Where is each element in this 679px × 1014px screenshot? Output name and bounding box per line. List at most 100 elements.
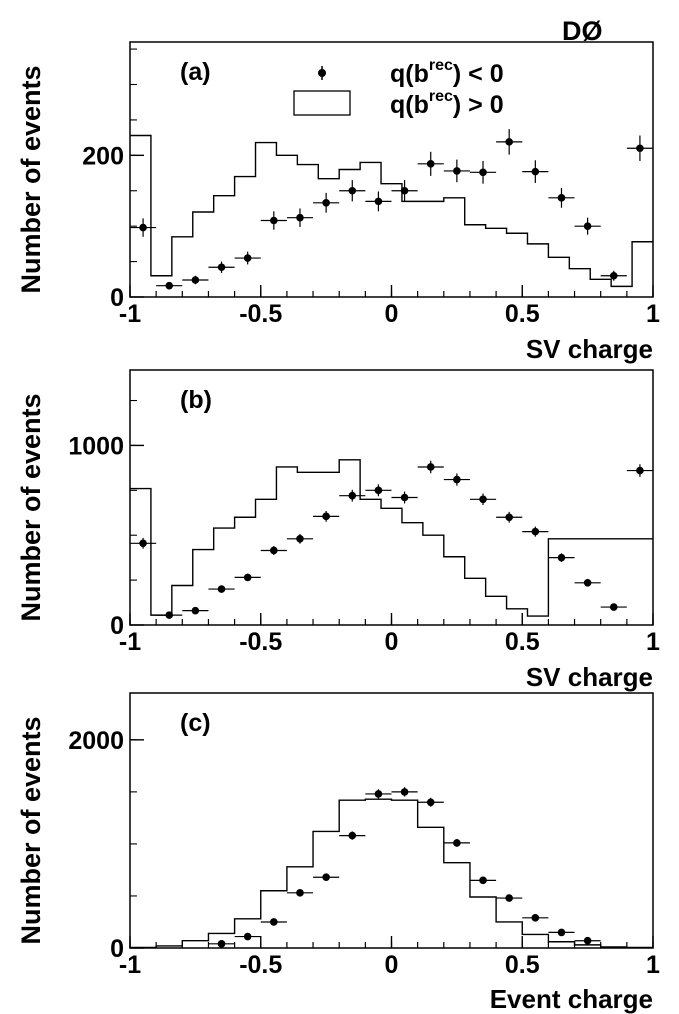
point-marker [139, 223, 147, 232]
point-marker [505, 513, 513, 522]
panel-b: -1 -0.5 0 0.5 1 0 1000 SV charge Number of event… [16, 369, 660, 692]
point-marker [374, 790, 383, 798]
data-point [626, 135, 653, 161]
point-marker [191, 606, 200, 615]
x-tick-label: -1 [119, 951, 141, 979]
y-axis-title: Number of events [16, 65, 46, 293]
point-marker [583, 936, 592, 945]
point-marker [270, 216, 278, 225]
data-point [260, 211, 287, 230]
y-tick-label: 0 [110, 612, 124, 640]
data-point [548, 928, 575, 937]
histogram-series-q-positive [130, 798, 653, 949]
data-point [365, 789, 392, 799]
data-point [234, 573, 261, 582]
point-marker [557, 194, 566, 202]
point-marker [505, 894, 513, 902]
point-marker [322, 198, 330, 207]
data-point [522, 914, 549, 922]
y-tick-label: 1000 [68, 432, 124, 460]
point-marker [426, 160, 435, 168]
point-marker [217, 263, 226, 272]
x-tick-label: -1 [119, 628, 141, 656]
point-marker [453, 167, 461, 175]
data-point [182, 275, 209, 285]
panel-label: (a) [180, 58, 211, 86]
data-point [496, 129, 523, 155]
x-tick-label: 0 [385, 951, 399, 979]
point-marker [322, 512, 330, 521]
point-marker [453, 839, 461, 847]
x-axis-title: SV charge [526, 334, 653, 364]
x-tick-label: -0.5 [239, 951, 282, 979]
histogram-series-q-positive [130, 134, 653, 288]
x-tick-label: -0.5 [239, 628, 282, 656]
point-marker [348, 491, 357, 500]
point-marker [243, 254, 252, 262]
legend-negative-superscript: rec [429, 57, 453, 74]
x-axis-title: SV charge [526, 662, 653, 692]
x-tick-label: 1 [646, 300, 660, 328]
data-point [417, 460, 444, 474]
y-axis-title: Number of events [16, 716, 46, 944]
data-point [600, 270, 627, 281]
data-point [182, 606, 209, 615]
point-marker [400, 493, 409, 502]
data-point [548, 187, 575, 208]
data-point [391, 491, 418, 504]
panel-a: -1 -0.5 0 0.5 1 0 200 SV charge Number of events… [16, 41, 660, 364]
legend-negative-label: q(brec) < 0 [390, 57, 504, 88]
data-point [130, 218, 157, 237]
data-point [286, 533, 314, 544]
data-point [574, 578, 601, 587]
point-marker [270, 918, 278, 926]
point-marker [243, 932, 252, 941]
point-marker [609, 271, 618, 280]
point-marker [609, 603, 618, 611]
data-point [496, 894, 523, 902]
data-point [313, 873, 340, 882]
data-point [156, 611, 183, 619]
point-marker [374, 197, 383, 206]
x-tick-label: 0.5 [505, 951, 540, 979]
data-point [443, 473, 470, 486]
y-tick-label: 0 [110, 284, 124, 312]
data-point [234, 251, 261, 265]
data-point [522, 526, 549, 537]
point-marker [296, 213, 304, 222]
data-point [600, 603, 627, 611]
point-marker [374, 486, 383, 495]
x-tick-label: -1 [119, 300, 141, 328]
point-marker [426, 463, 435, 471]
point-marker [557, 553, 566, 562]
point-marker [322, 873, 330, 882]
data-point [365, 484, 392, 497]
point-marker [400, 186, 409, 195]
point-marker [479, 495, 487, 504]
panel-c: -1 -0.5 0 0.5 1 0 2000 Event charge Number of ev… [16, 692, 660, 1014]
data-point [391, 180, 418, 202]
point-marker [636, 466, 644, 475]
point-marker [270, 546, 278, 555]
data-point [156, 281, 183, 290]
data-point [574, 936, 601, 945]
data-point [313, 192, 340, 213]
data-point [417, 151, 444, 176]
point-marker [636, 144, 644, 153]
data-point [234, 932, 261, 941]
point-marker [479, 168, 487, 177]
data-point [339, 489, 366, 502]
point-marker [531, 914, 540, 922]
point-marker [165, 281, 174, 290]
panel-label: (b) [180, 386, 212, 414]
data-point [626, 464, 653, 477]
data-point [286, 889, 314, 897]
data-point [365, 191, 392, 212]
x-tick-label: 0 [385, 628, 399, 656]
point-marker [583, 222, 592, 230]
legend-positive-box [293, 90, 351, 116]
point-marker [453, 475, 461, 484]
point-marker [505, 138, 513, 146]
data-point [339, 831, 366, 840]
